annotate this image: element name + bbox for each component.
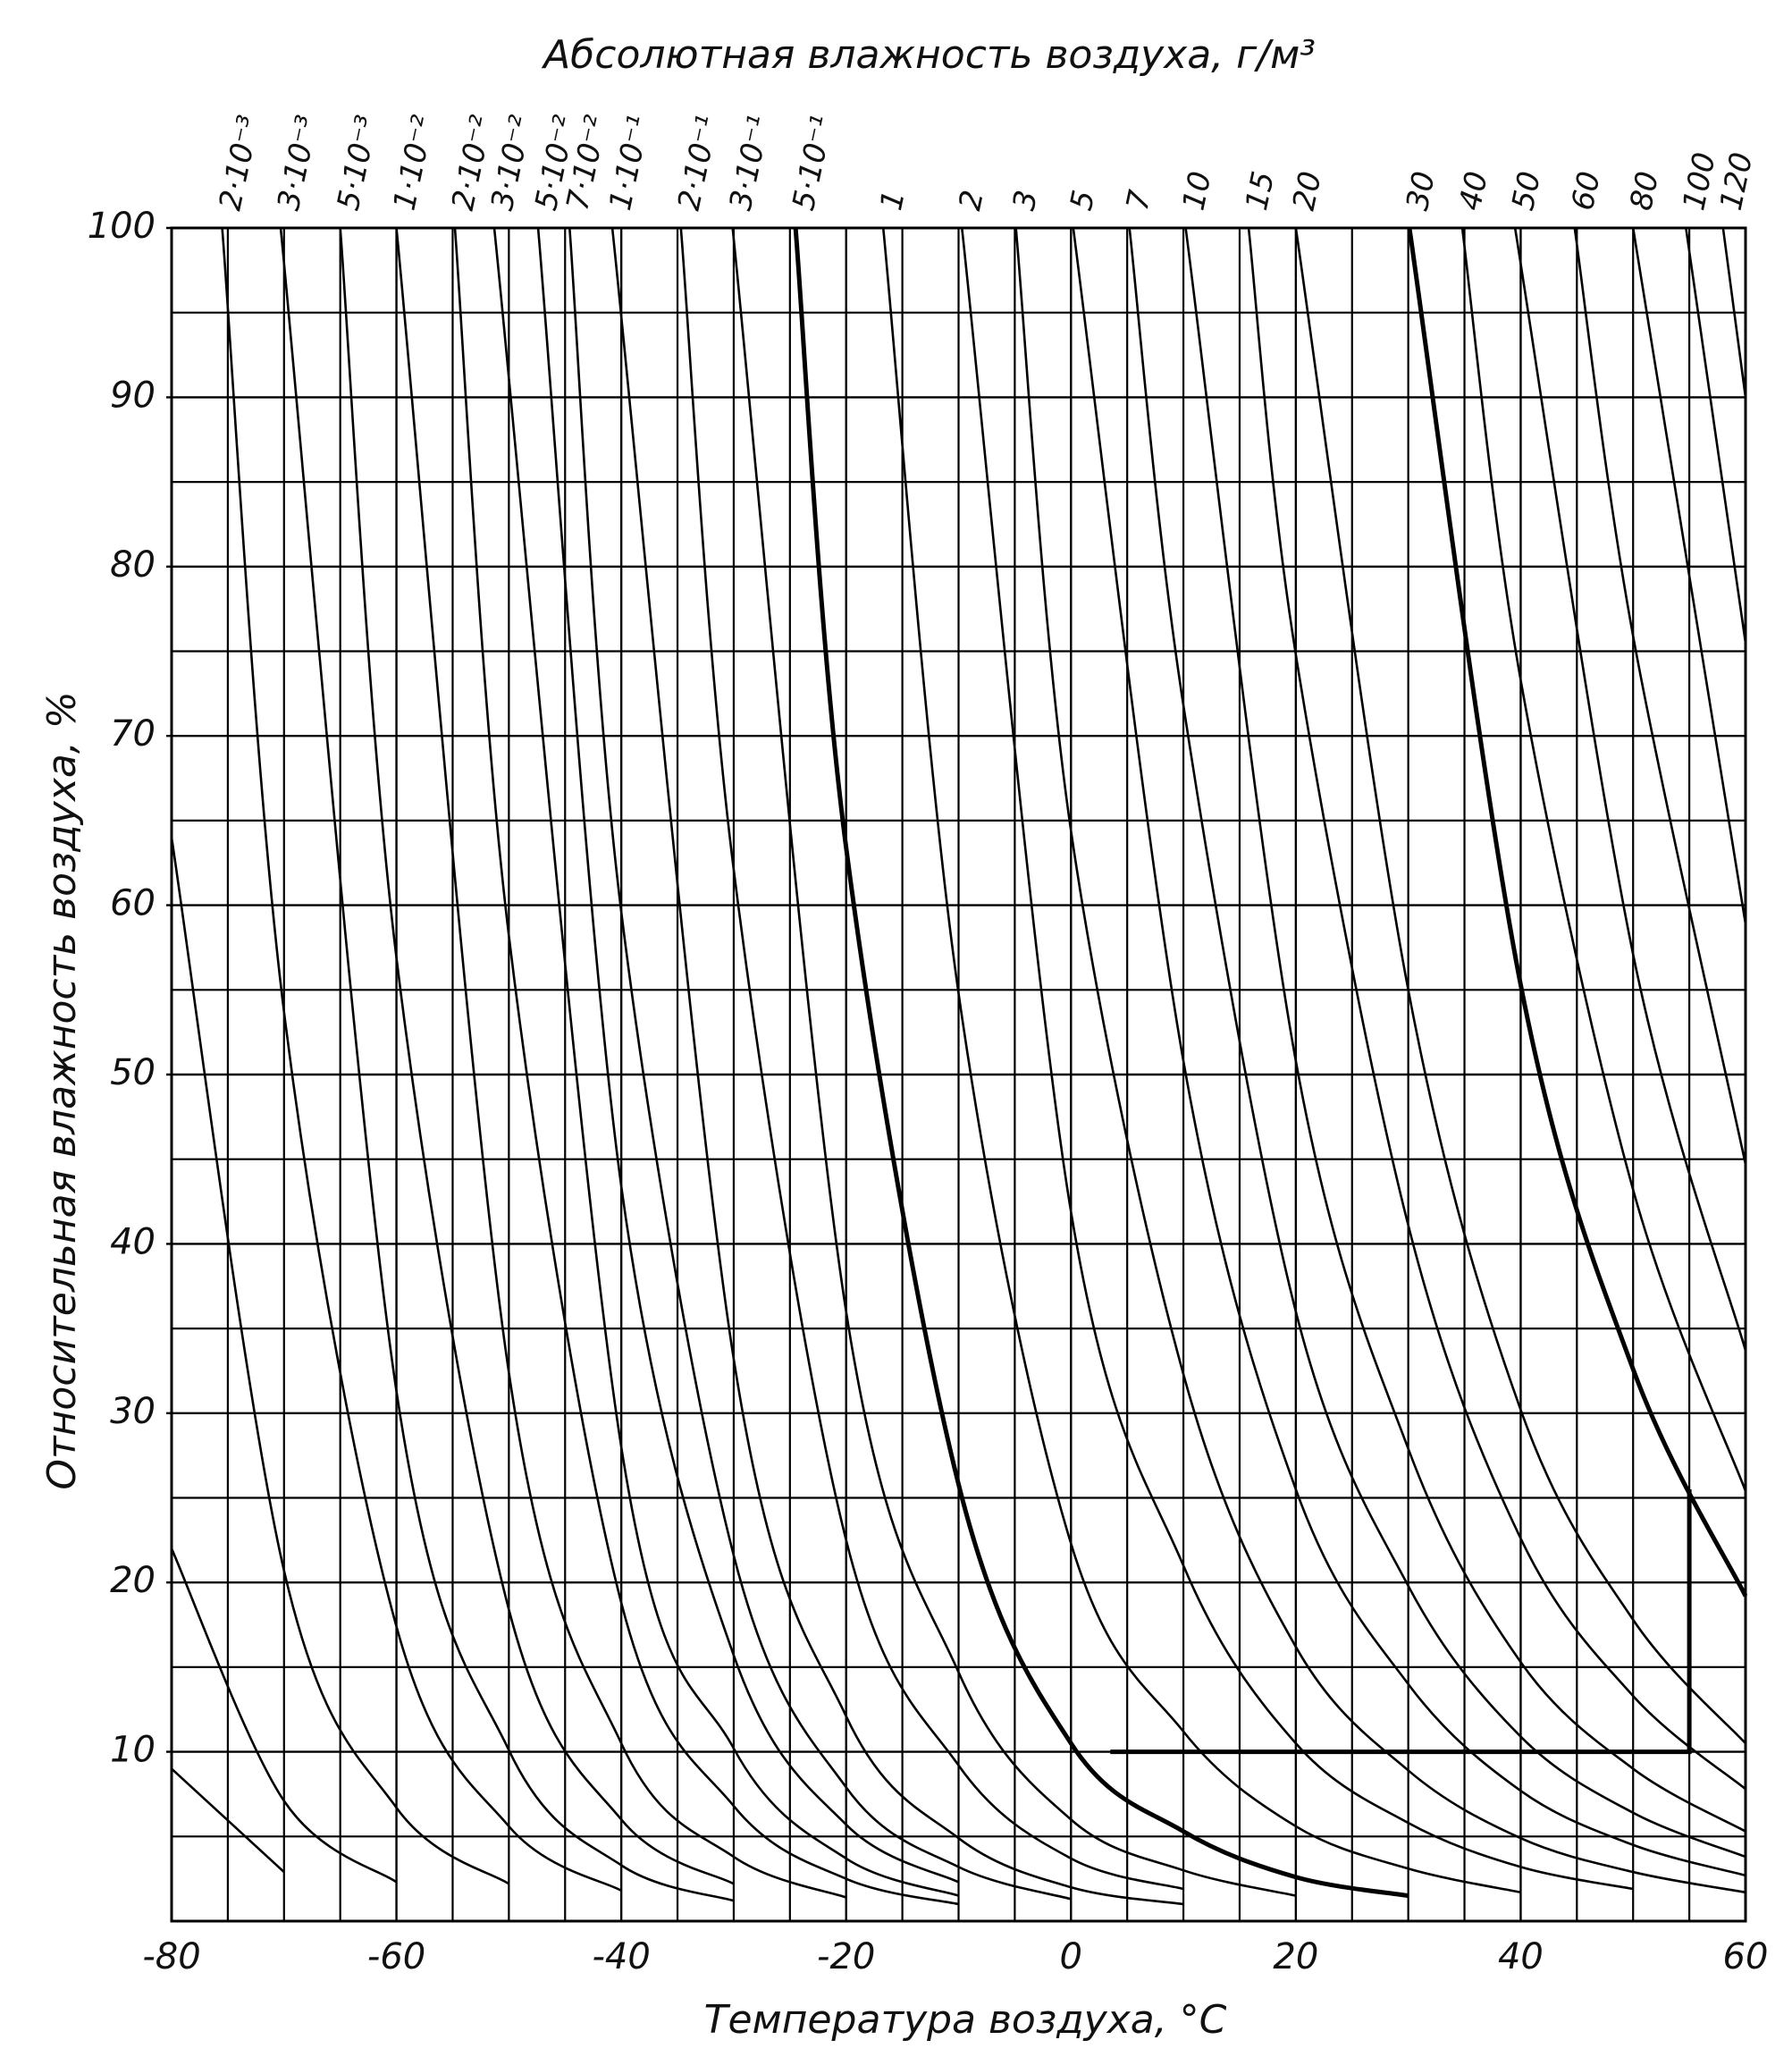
humidity-curve (170, 1547, 398, 1884)
humidity-curve (339, 227, 735, 1885)
humidity-curve (1072, 227, 1746, 1877)
curve-label: 30 (1400, 168, 1443, 214)
y-tick-label: 10 (110, 1730, 156, 1771)
curve-label: 2·10⁻³ (213, 113, 267, 214)
humidity-curve (1128, 227, 1746, 1859)
y-tick-label: 20 (110, 1560, 156, 1601)
y-tick-label: 60 (110, 883, 156, 924)
x-tick-label: 60 (1723, 1936, 1769, 1977)
humidity-curve (1513, 227, 1747, 1352)
curve-label: 50 (1505, 168, 1548, 214)
x-axis-title: Температура воздуха, °С (704, 1997, 1227, 2043)
humidity-curve (1247, 227, 1746, 1791)
y-tick-label: 70 (110, 713, 156, 755)
curve-label: 7 (1120, 187, 1159, 214)
curve-label: 1·10⁻² (387, 112, 442, 214)
chart-title: Абсолютная влажность воздуха, г/м³ (541, 32, 1316, 78)
curve-label: 5 (1064, 187, 1103, 213)
curve-label: 3·10⁻³ (271, 113, 325, 214)
humidity-curve (731, 227, 1297, 1897)
curve-label: 3·10⁻¹ (723, 113, 778, 214)
curve-label: 3 (1006, 187, 1046, 213)
x-tick-label: 20 (1273, 1936, 1318, 1977)
curve-label: 20 (1286, 168, 1329, 214)
y-tick-label: 100 (88, 206, 156, 247)
humidity-curve (1631, 227, 1747, 924)
humidity-curve (171, 1767, 285, 1874)
humidity-curve (536, 227, 960, 1884)
curve-label: 5·10⁻¹ (786, 113, 840, 214)
humidity-curve (1573, 227, 1747, 1165)
curve-label: 1 (873, 187, 913, 213)
humidity-curve (960, 227, 1634, 1891)
y-tick-label: 30 (110, 1391, 156, 1432)
curve-label: 80 (1623, 168, 1666, 214)
y-tick-label: 40 (110, 1221, 156, 1262)
x-tick-label: 0 (1060, 1936, 1082, 1977)
x-tick-label: -80 (142, 1936, 200, 1977)
humidity-curve (453, 227, 959, 1906)
humidity-curve (1407, 227, 1748, 1598)
humidity-curve (610, 227, 1184, 1906)
curve-label: 40 (1452, 168, 1495, 214)
humidity-curve (568, 227, 1072, 1901)
humidity-curve (881, 227, 1521, 1894)
curve-label: 2 (952, 187, 991, 213)
y-axis-title: Относительная влажность воздуха, % (39, 691, 85, 1489)
humidity-curve (492, 227, 959, 1897)
x-tick-label: 40 (1498, 1936, 1544, 1977)
humidity-curve (1685, 227, 1747, 644)
y-tick-label: 50 (110, 1052, 156, 1093)
curve-label: 15 (1239, 168, 1282, 214)
humidity-curve (1721, 227, 1747, 398)
humidity-curve (679, 227, 1184, 1891)
highlight-path (1110, 1489, 1692, 1755)
curve-label: 10 (1176, 168, 1219, 214)
y-tick-label: 80 (110, 544, 156, 586)
humidity-curve (170, 837, 510, 1885)
curve-label: 5·10⁻³ (331, 113, 385, 214)
x-tick-label: -20 (817, 1936, 875, 1977)
x-tick-label: -60 (367, 1936, 425, 1977)
plot-frame (170, 226, 1747, 1923)
humidity-curve (1294, 227, 1746, 1745)
y-tick-label: 90 (110, 375, 156, 416)
humidity-curve (1460, 227, 1747, 1492)
humidity-curve (793, 227, 1409, 1899)
humidity-curve (279, 227, 735, 1902)
curve-label: 2·10⁻¹ (671, 113, 726, 214)
humidity-curve (1014, 227, 1746, 1894)
humidity-curve (221, 227, 622, 1893)
humidity-curve (395, 227, 847, 1899)
humidity-curve (1184, 227, 1746, 1833)
curve-label: 60 (1565, 168, 1608, 214)
x-tick-label: -40 (592, 1936, 650, 1977)
